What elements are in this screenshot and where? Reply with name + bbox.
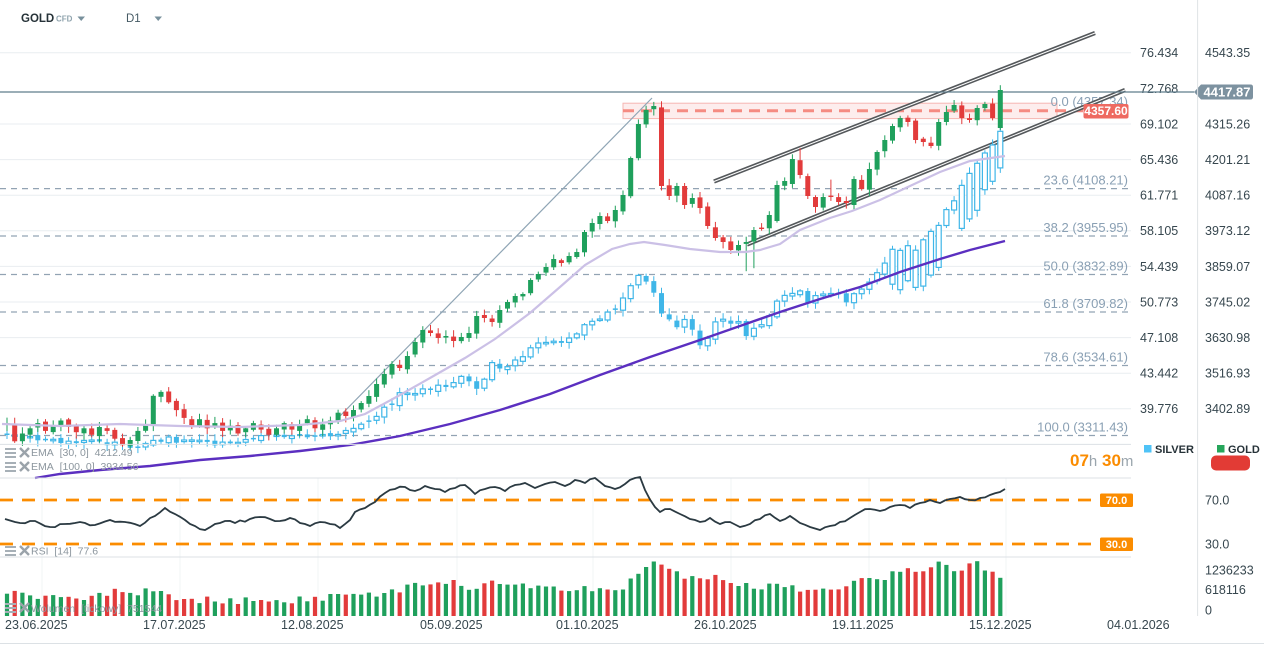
svg-text:54.439: 54.439: [1140, 260, 1178, 274]
svg-text:69.102: 69.102: [1140, 117, 1178, 131]
svg-text:61.771: 61.771: [1140, 189, 1178, 203]
svg-text:76.434: 76.434: [1140, 46, 1178, 60]
svg-text:07h 30m: 07h 30m: [1070, 451, 1133, 470]
svg-text:39.776: 39.776: [1140, 402, 1178, 416]
svg-text:23.6 (4108.21): 23.6 (4108.21): [1043, 173, 1128, 188]
svg-text:17.07.2025: 17.07.2025: [143, 618, 206, 632]
svg-text:3630.98: 3630.98: [1205, 331, 1250, 345]
svg-text:30.0: 30.0: [1106, 539, 1127, 551]
svg-text:70.0: 70.0: [1205, 494, 1229, 508]
svg-text:D1: D1: [126, 13, 141, 25]
svg-text:05.09.2025: 05.09.2025: [420, 618, 483, 632]
svg-text:GOLD: GOLD: [1228, 444, 1260, 456]
svg-text:72.768: 72.768: [1140, 82, 1178, 96]
svg-text:EMA [30, 0] 4212.49: EMA [30, 0] 4212.49: [31, 447, 133, 459]
svg-text:Wolumen [tickowy] 751544: Wolumen [tickowy] 751544: [31, 603, 162, 615]
svg-text:CFD: CFD: [56, 15, 73, 24]
svg-text:0: 0: [1205, 604, 1212, 618]
svg-text:618116: 618116: [1205, 583, 1246, 597]
svg-text:4315.26: 4315.26: [1205, 117, 1250, 131]
svg-text:SILVER: SILVER: [1155, 444, 1194, 456]
svg-text:04.01.2026: 04.01.2026: [1107, 618, 1170, 632]
svg-text:38.2 (3955.95): 38.2 (3955.95): [1043, 220, 1128, 235]
svg-text:4087.16: 4087.16: [1205, 189, 1250, 203]
svg-text:4543.35: 4543.35: [1205, 46, 1250, 60]
svg-text:100.0 (3311.43): 100.0 (3311.43): [1037, 420, 1128, 435]
svg-text:RSI [14] 77.6: RSI [14] 77.6: [31, 546, 98, 558]
svg-text:3745.02: 3745.02: [1205, 296, 1250, 310]
svg-text:12.08.2025: 12.08.2025: [281, 618, 344, 632]
svg-text:26.10.2025: 26.10.2025: [694, 618, 757, 632]
svg-text:4417.87: 4417.87: [1204, 85, 1251, 100]
svg-text:78.6 (3534.61): 78.6 (3534.61): [1043, 350, 1128, 365]
svg-text:GOLD: GOLD: [21, 13, 54, 25]
svg-text:58.105: 58.105: [1140, 224, 1178, 238]
svg-text:19.11.2025: 19.11.2025: [832, 618, 894, 632]
svg-text:65.436: 65.436: [1140, 153, 1178, 167]
svg-text:01.10.2025: 01.10.2025: [556, 618, 619, 632]
svg-text:3516.93: 3516.93: [1205, 367, 1250, 381]
svg-text:3859.07: 3859.07: [1205, 260, 1250, 274]
svg-text:23.06.2025: 23.06.2025: [5, 618, 68, 632]
svg-text:30.0: 30.0: [1205, 538, 1229, 552]
svg-text:4201.21: 4201.21: [1205, 153, 1250, 167]
svg-text:43.442: 43.442: [1140, 367, 1178, 381]
svg-text:4357.60: 4357.60: [1084, 104, 1128, 118]
svg-text:1236233: 1236233: [1205, 564, 1254, 578]
svg-text:3402.89: 3402.89: [1205, 402, 1250, 416]
svg-text:70.0: 70.0: [1106, 495, 1127, 507]
svg-text:47.108: 47.108: [1140, 331, 1178, 345]
svg-text:50.773: 50.773: [1140, 296, 1178, 310]
svg-text:EMA [100, 0] 3934.56: EMA [100, 0] 3934.56: [31, 461, 139, 473]
svg-text:61.8 (3709.82): 61.8 (3709.82): [1043, 296, 1128, 311]
svg-text:3973.12: 3973.12: [1205, 224, 1250, 238]
svg-text:50.0 (3832.89): 50.0 (3832.89): [1043, 259, 1128, 274]
svg-text:15.12.2025: 15.12.2025: [969, 618, 1032, 632]
